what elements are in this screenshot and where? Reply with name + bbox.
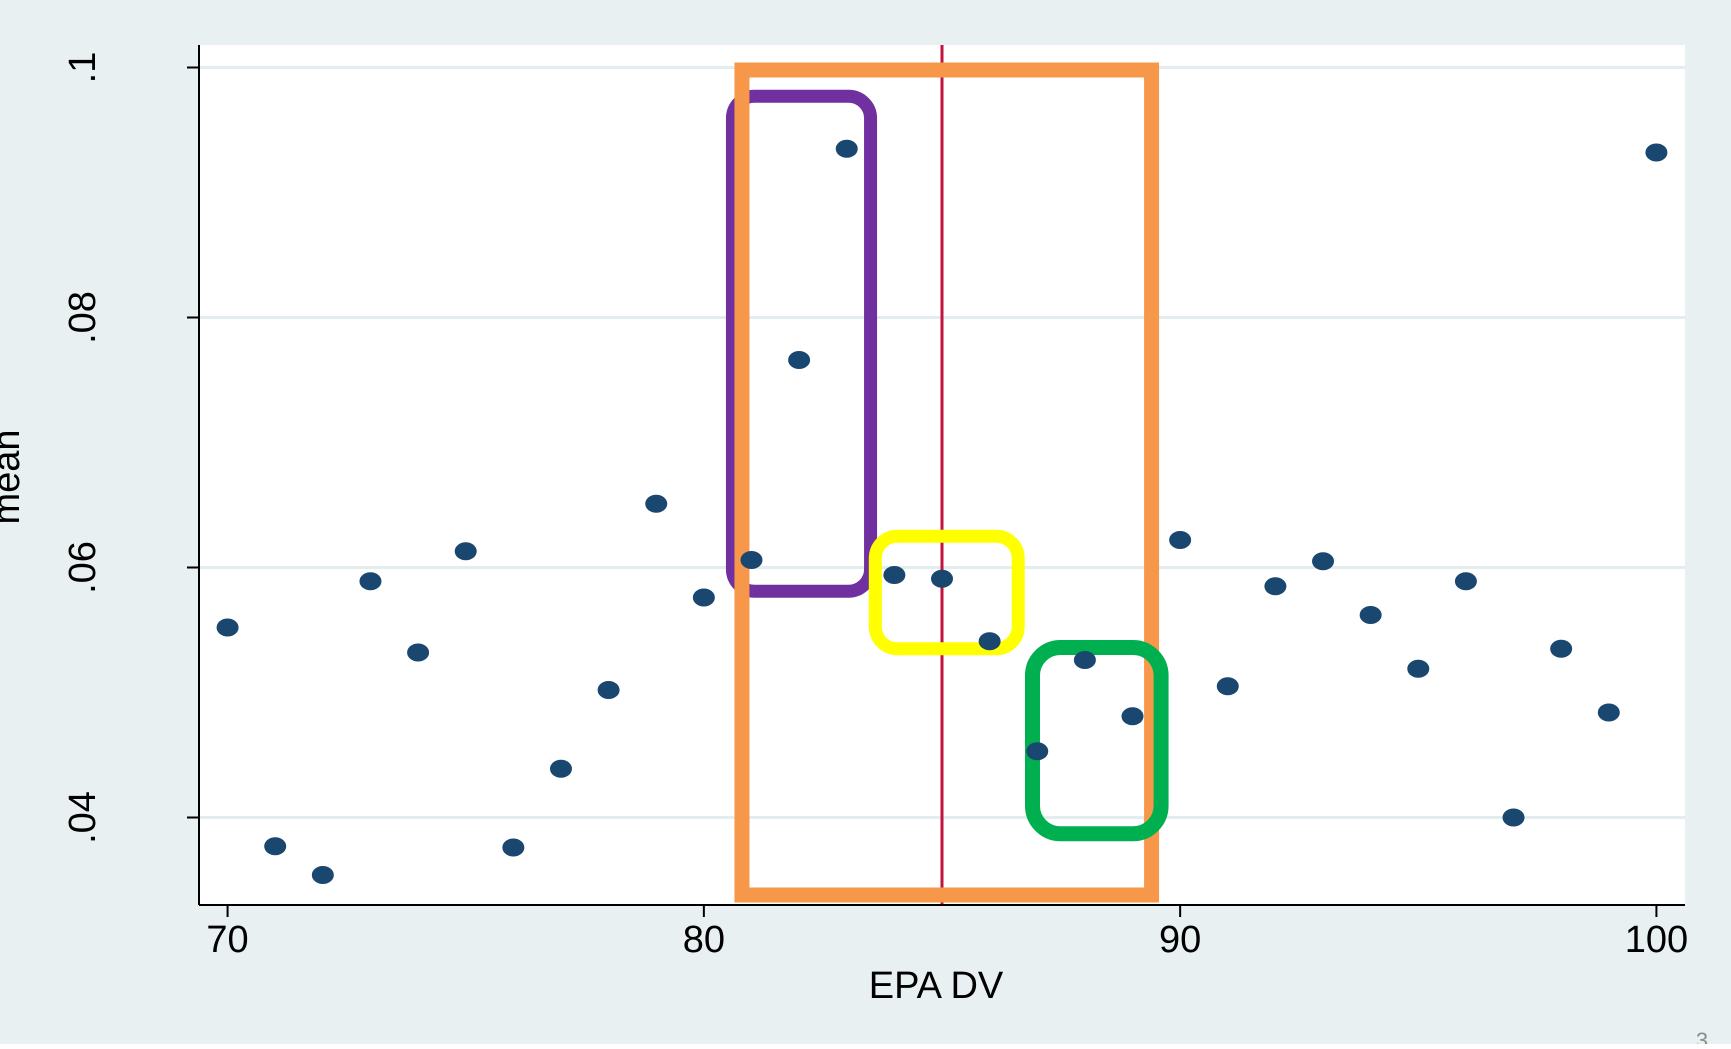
page-number: 3: [1696, 1028, 1708, 1044]
data-point: [1073, 651, 1096, 669]
y-tick-label: .08: [62, 291, 104, 344]
data-point: [645, 494, 668, 513]
data-point: [502, 838, 525, 857]
y-tick-label: .1: [62, 52, 104, 84]
data-point: [692, 588, 715, 607]
data-point: [835, 139, 858, 158]
data-point: [549, 759, 572, 778]
data-point: [740, 551, 763, 569]
data-point: [1502, 808, 1525, 827]
y-axis-label: mean: [0, 429, 28, 524]
y-tick-label: .04: [62, 791, 104, 844]
data-point: [1454, 572, 1477, 591]
data-point: [883, 566, 906, 584]
data-point: [1407, 659, 1430, 678]
axes: 70 80 90 100 .04 .06 .08 .1: [62, 45, 1688, 961]
x-tick-label: 100: [1625, 919, 1688, 961]
data-point: [1216, 677, 1239, 696]
data-point: [1169, 531, 1192, 549]
highlight-box-yellow: [868, 529, 1025, 656]
highlight-box-purple: [725, 89, 878, 598]
data-point: [1645, 143, 1668, 162]
x-tick-label: 80: [683, 919, 725, 961]
data-point: [978, 632, 1001, 651]
data-point: [216, 618, 239, 637]
data-point: [1597, 703, 1620, 722]
highlight-box-orange: [734, 62, 1160, 903]
data-point: [931, 569, 953, 588]
x-tick-label: 90: [1159, 919, 1201, 961]
data-point: [1026, 742, 1049, 761]
data-point: [1121, 707, 1144, 726]
data-point: [1312, 552, 1335, 571]
highlight-box-green: [1024, 640, 1169, 842]
data-point: [454, 542, 477, 561]
data-point: [788, 351, 811, 369]
highlight-boxes: [725, 62, 1169, 903]
data-point: [1550, 639, 1573, 658]
data-point: [359, 572, 382, 591]
data-point: [264, 837, 287, 856]
data-point: [407, 643, 430, 662]
data-point: [311, 866, 334, 884]
x-tick-label: 70: [206, 919, 248, 961]
data-point: [1264, 577, 1287, 596]
x-axis-label: EPA DV: [869, 965, 1004, 1007]
y-tick-label: .06: [62, 541, 104, 594]
data-points: [216, 139, 1668, 884]
data-point: [597, 681, 620, 699]
data-point: [1359, 606, 1382, 624]
